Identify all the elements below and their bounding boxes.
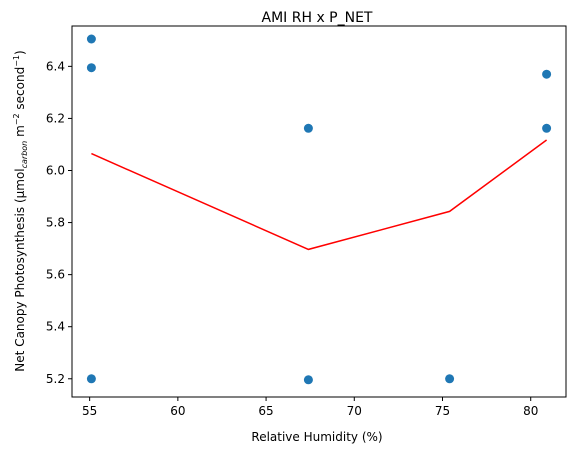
x-tick-label: 75 <box>435 404 450 418</box>
data-point <box>542 69 552 79</box>
data-point <box>86 63 96 73</box>
plot-area-frame <box>71 25 567 398</box>
x-axis-label: Relative Humidity (%) <box>251 430 382 444</box>
y-axis-ticks: 5.2 5.4 5.6 5.8 6.0 6.2 6.4 <box>46 59 72 386</box>
plot-marks <box>86 34 552 385</box>
trend-line <box>91 139 548 251</box>
y-axis-label-suffix: ) <box>13 50 27 55</box>
y-axis-label: Net Canopy Photosynthesis (µmolcarbon m−… <box>12 50 29 371</box>
x-tick-label: 60 <box>170 404 185 418</box>
x-tick-label: 55 <box>82 404 97 418</box>
y-axis-label-subscript: carbon <box>20 141 29 169</box>
data-point <box>303 123 313 133</box>
y-axis-label-sup1: −2 <box>12 113 21 125</box>
y-tick-label: 6.0 <box>46 163 65 177</box>
y-tick-label: 5.4 <box>46 320 65 334</box>
y-axis-label-prefix: Net Canopy Photosynthesis (µmol <box>13 168 27 371</box>
y-tick-label: 5.8 <box>46 216 65 230</box>
data-point <box>445 374 455 384</box>
data-point <box>542 123 552 133</box>
data-point <box>303 375 313 385</box>
y-tick-label: 5.6 <box>46 268 65 282</box>
x-tick-label: 80 <box>523 404 538 418</box>
y-tick-label: 5.2 <box>46 372 65 386</box>
y-tick-label: 6.4 <box>46 59 65 73</box>
chart-title: AMI RH x P_NET <box>262 10 373 26</box>
y-axis-label-sup2: −1 <box>12 55 21 67</box>
x-tick-label: 65 <box>258 404 273 418</box>
data-point <box>86 374 96 384</box>
y-tick-label: 6.2 <box>46 111 65 125</box>
y-axis-label-middle: m <box>13 125 27 141</box>
data-point <box>86 34 96 44</box>
x-axis-ticks: 55 60 65 70 75 80 <box>82 397 538 418</box>
x-tick-label: 70 <box>347 404 362 418</box>
y-axis-label-after: second <box>13 67 27 114</box>
